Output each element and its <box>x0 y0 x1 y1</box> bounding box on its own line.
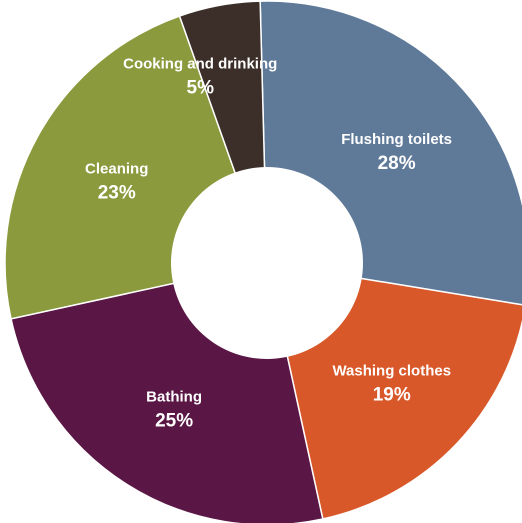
slice-value-cleaning: 23% <box>98 182 136 203</box>
slice-label-bathing: Bathing <box>146 389 202 406</box>
donut-hole <box>171 167 363 359</box>
slice-label-cooking-and-drinking: Cooking and drinking <box>123 55 277 72</box>
slice-value-cooking-and-drinking: 5% <box>187 77 215 98</box>
slice-value-flushing-toilets: 28% <box>378 153 416 174</box>
slice-label-cleaning: Cleaning <box>85 160 148 177</box>
slice-label-flushing-toilets: Flushing toilets <box>341 131 452 148</box>
slice-value-bathing: 25% <box>155 411 193 432</box>
slice-label-washing-clothes: Washing clothes <box>332 362 451 379</box>
slice-value-washing-clothes: 19% <box>373 384 411 405</box>
slice-labels: Flushing toilets 28% Washing clothes 19% Bat… <box>85 55 452 431</box>
